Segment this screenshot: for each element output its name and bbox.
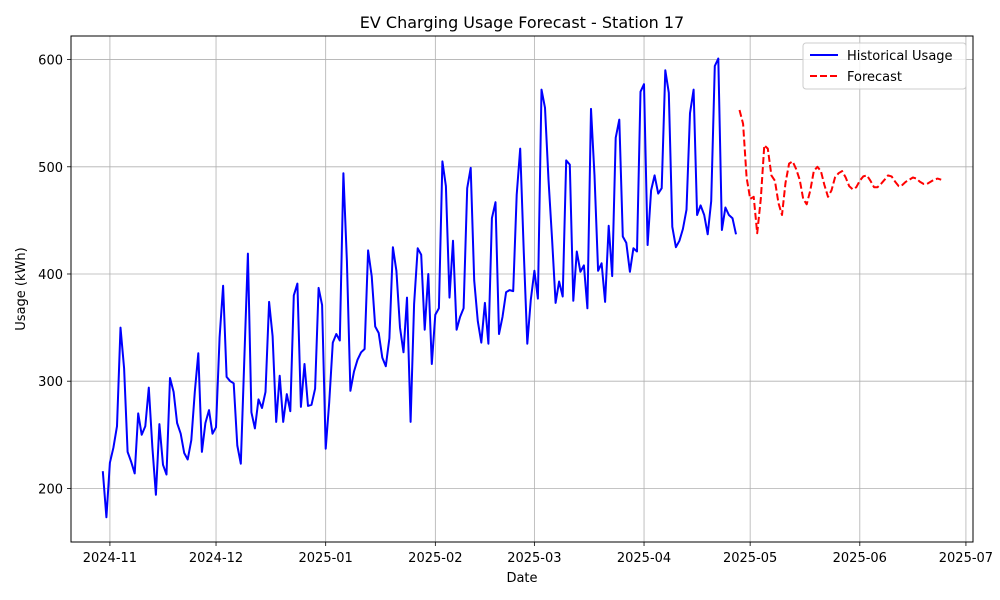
forecast-line	[738, 109, 942, 235]
legend: Historical Usage Forecast	[802, 42, 967, 90]
legend-box	[802, 42, 967, 90]
x-axis-label: Date	[506, 571, 537, 586]
x-tick-label: 2025-03	[507, 551, 561, 566]
x-tick-label: 2025-05	[723, 551, 777, 566]
x-tick-label: 2025-01	[299, 551, 353, 566]
y-tick-label: 200	[38, 482, 63, 497]
legend-label-historical: Historical Usage	[847, 49, 953, 64]
y-axis-label: Usage (kWh)	[14, 247, 29, 330]
y-tick-label: 500	[38, 161, 63, 176]
y-tick-label: 400	[38, 268, 63, 283]
x-axis: 2024-11 2024-12 2025-01 2025-02 2025-03 2025-…	[83, 542, 993, 566]
series-layer	[101, 57, 942, 519]
y-axis: 200 300 400 500 600	[38, 54, 71, 497]
legend-label-forecast: Forecast	[847, 70, 902, 85]
y-tick-label: 600	[38, 54, 63, 69]
x-tick-label: 2025-06	[833, 551, 887, 566]
y-tick-label: 300	[38, 375, 63, 390]
grid	[71, 36, 973, 542]
x-tick-label: 2024-12	[189, 551, 243, 566]
chart-title: EV Charging Usage Forecast - Station 17	[360, 13, 684, 32]
x-tick-label: 2025-04	[617, 551, 671, 566]
x-tick-label: 2025-07	[939, 551, 993, 566]
x-tick-label: 2024-11	[83, 551, 137, 566]
x-tick-label: 2025-02	[408, 551, 462, 566]
historical-usage-line	[101, 57, 737, 519]
plot-frame	[70, 35, 974, 543]
